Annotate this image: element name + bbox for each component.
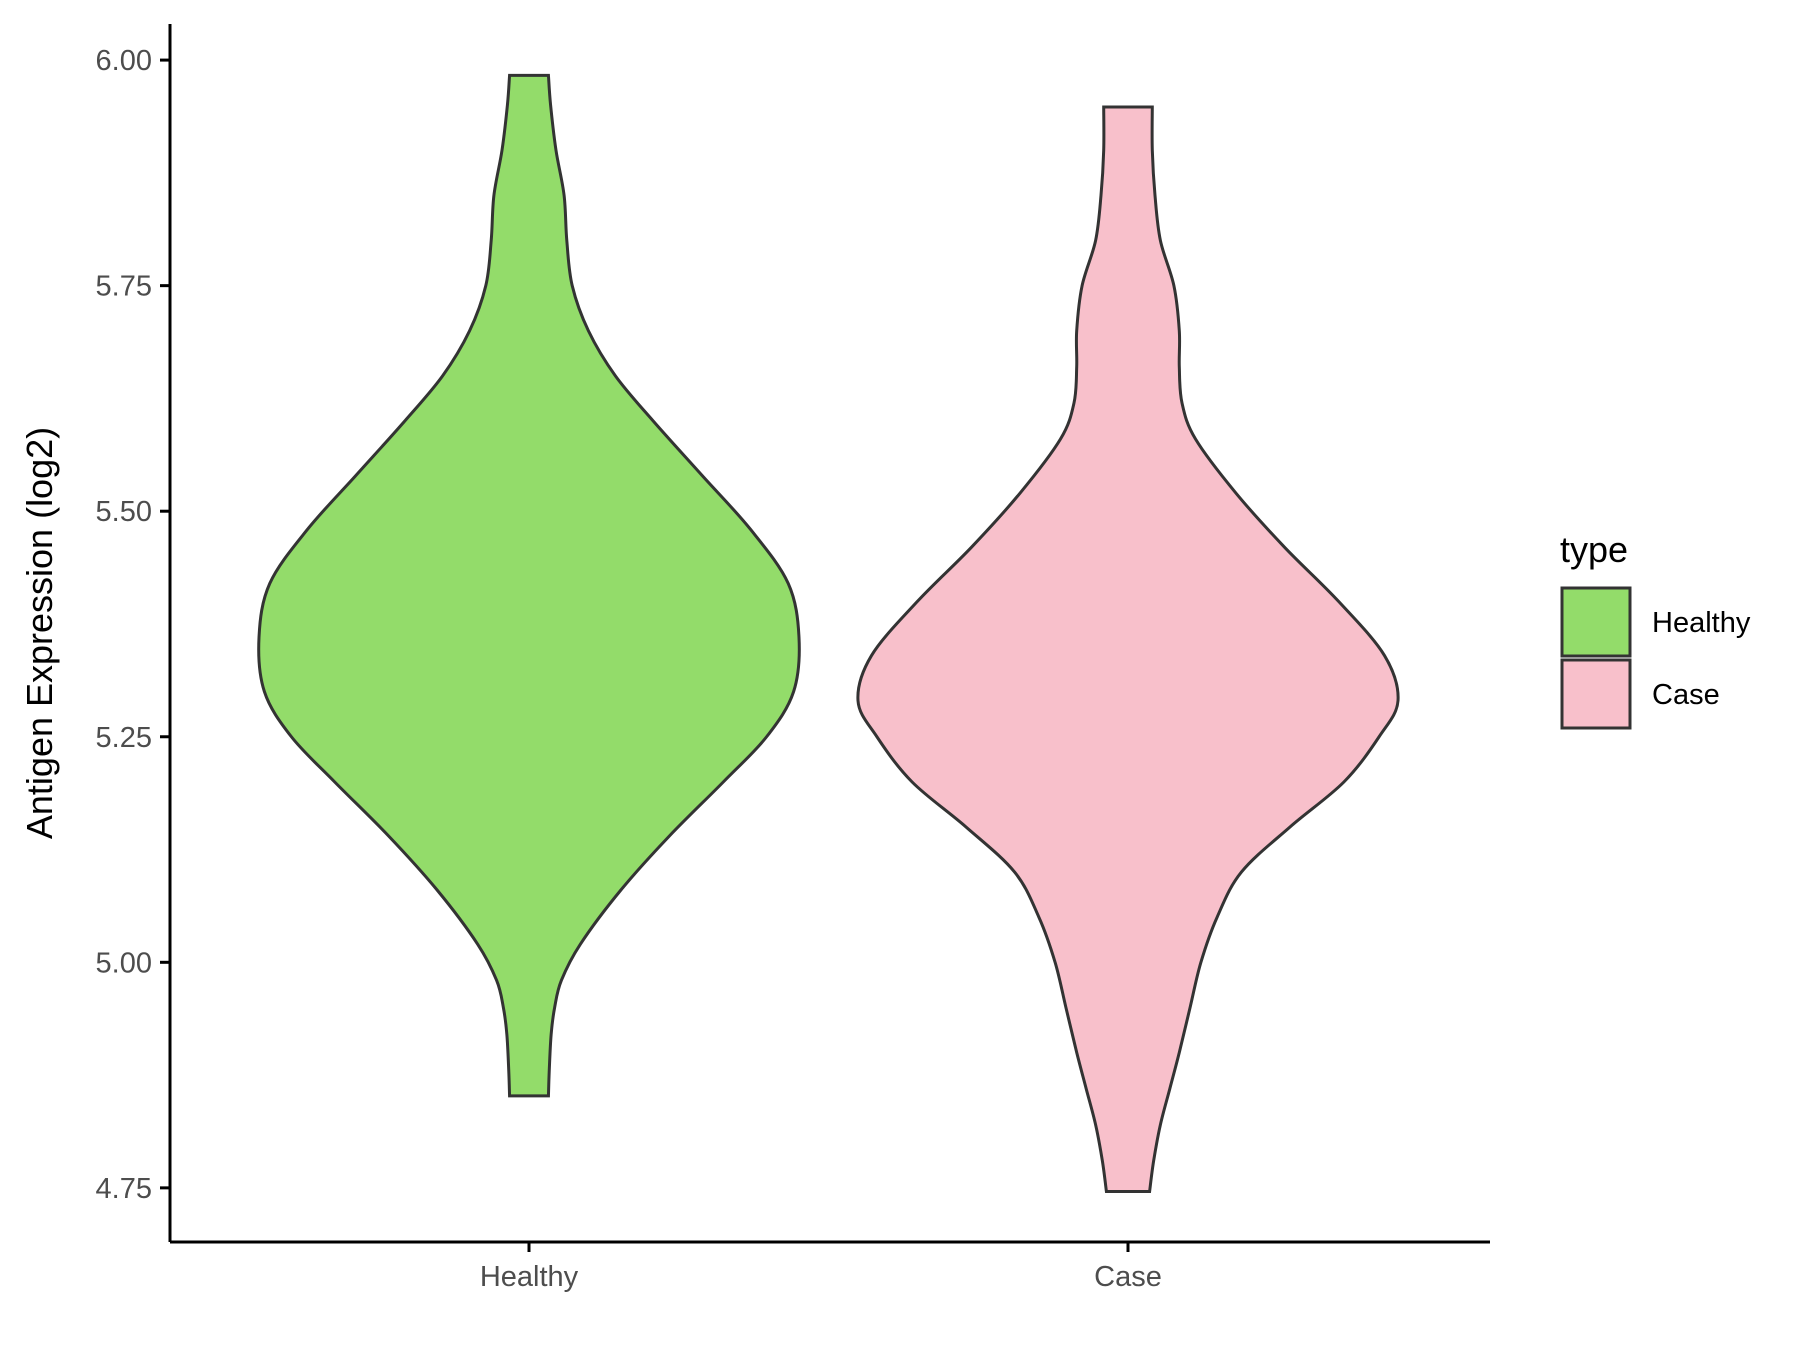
y-tick-label: 5.50: [96, 496, 152, 528]
y-tick-label: 5.75: [96, 271, 152, 303]
axes: [168, 24, 1490, 1244]
x-tick-label-healthy: Healthy: [480, 1261, 579, 1293]
violin-case: [856, 105, 1400, 1193]
x-tick-label-case: Case: [1094, 1261, 1162, 1293]
y-ticks: 4.75 5.00 5.25 5.50 5.75 6.00: [96, 45, 170, 1205]
violin-healthy: [257, 73, 801, 1098]
legend-label-healthy: Healthy: [1652, 607, 1751, 639]
y-tick-label: 5.25: [96, 722, 152, 754]
y-axis-title: Antigen Expression (log2): [19, 427, 60, 839]
x-ticks: Healthy Case: [480, 1242, 1162, 1293]
legend-title: type: [1560, 529, 1628, 570]
y-tick-label: 6.00: [96, 45, 152, 77]
violin-layer: [257, 73, 1400, 1193]
y-tick-label: 5.00: [96, 947, 152, 979]
legend-swatch-case: [1560, 658, 1632, 730]
legend-label-case: Case: [1652, 679, 1720, 711]
legend-swatch-healthy: [1560, 586, 1632, 658]
legend: type Healthy Case: [1560, 529, 1751, 730]
y-tick-label: 4.75: [96, 1173, 152, 1205]
